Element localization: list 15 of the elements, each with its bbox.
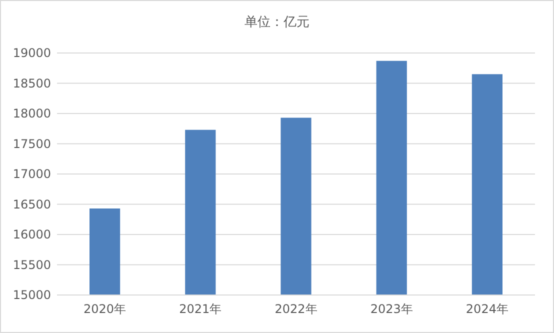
y-tick-label: 16000 bbox=[12, 228, 51, 242]
y-tick-label: 15000 bbox=[12, 288, 51, 302]
x-tick-label: 2024年 bbox=[466, 302, 508, 316]
y-tick-label: 18500 bbox=[12, 76, 51, 90]
x-tick-label: 2021年 bbox=[179, 302, 222, 316]
y-tick-label: 18000 bbox=[12, 106, 51, 121]
x-tick-label: 2022年 bbox=[274, 302, 318, 316]
y-tick-label: 19000 bbox=[12, 46, 51, 60]
y-tick-label: 15500 bbox=[12, 258, 51, 272]
x-tick-label: 2020年 bbox=[84, 302, 126, 316]
chart-title: 单位：亿元 bbox=[244, 15, 310, 30]
y-tick-label: 17500 bbox=[12, 136, 51, 151]
y-tick-label: 17000 bbox=[12, 167, 51, 182]
y-tick-label: 16500 bbox=[12, 197, 51, 212]
x-tick-label: 2023年 bbox=[370, 302, 413, 316]
